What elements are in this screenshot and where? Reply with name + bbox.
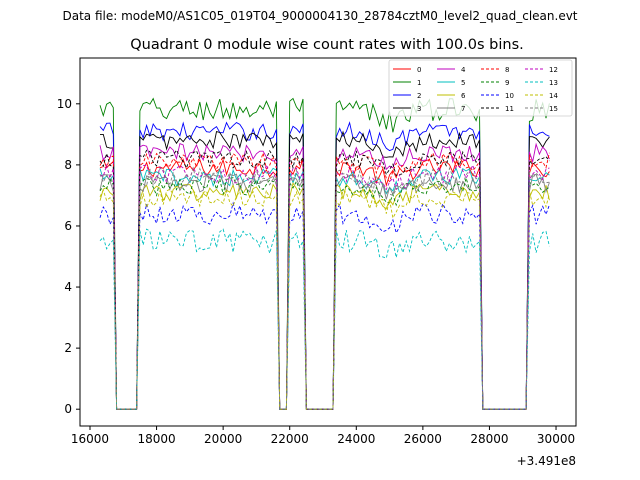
series-line-10	[99, 201, 550, 410]
legend-label-15: 15	[549, 105, 558, 113]
legend-label-2: 2	[417, 92, 421, 100]
series-line-11	[99, 149, 550, 410]
legend-label-8: 8	[505, 66, 509, 74]
chart-title: Quadrant 0 module wise count rates with …	[130, 37, 524, 53]
legend-label-9: 9	[505, 79, 509, 87]
series-line-15	[99, 166, 550, 410]
x-tick-label: 16000	[71, 432, 109, 446]
x-offset-label: +3.491e8	[517, 454, 576, 468]
x-tick-label: 20000	[204, 432, 242, 446]
legend-label-7: 7	[461, 105, 465, 113]
legend-label-4: 4	[461, 66, 466, 74]
legend-label-12: 12	[549, 66, 558, 74]
legend-label-11: 11	[505, 105, 514, 113]
x-tick-label: 24000	[337, 432, 375, 446]
y-tick-label: 2	[64, 341, 72, 355]
x-tick-label: 18000	[137, 432, 175, 446]
y-tick-label: 4	[64, 280, 72, 294]
x-axis: 16000 18000 20000 22000 24000 26000 28000 30000	[71, 426, 575, 446]
legend-label-0: 0	[417, 66, 421, 74]
legend-label-14: 14	[549, 92, 558, 100]
figure-suptitle: Data file: modeM0/AS1C05_019T04_90000041…	[62, 9, 577, 23]
plot-lines	[99, 97, 550, 410]
legend-label-1: 1	[417, 79, 421, 87]
axes-frame	[79, 57, 577, 427]
x-tick-label: 22000	[271, 432, 309, 446]
series-line-8	[99, 151, 550, 410]
x-tick-label: 30000	[537, 432, 575, 446]
y-tick-label: 0	[64, 402, 72, 416]
legend-label-10: 10	[505, 92, 514, 100]
y-tick-label: 10	[57, 97, 72, 111]
legend-label-5: 5	[461, 79, 465, 87]
legend-label-6: 6	[461, 92, 466, 100]
y-tick-label: 6	[64, 219, 72, 233]
x-tick-label: 28000	[470, 432, 508, 446]
y-axis: 0 2 4 6 8 10	[57, 97, 80, 416]
legend-box	[388, 59, 573, 117]
legend-label-13: 13	[549, 79, 558, 87]
legend-label-3: 3	[417, 105, 421, 113]
series-line-9	[99, 176, 550, 410]
y-tick-label: 8	[64, 158, 72, 172]
x-tick-label: 26000	[404, 432, 442, 446]
